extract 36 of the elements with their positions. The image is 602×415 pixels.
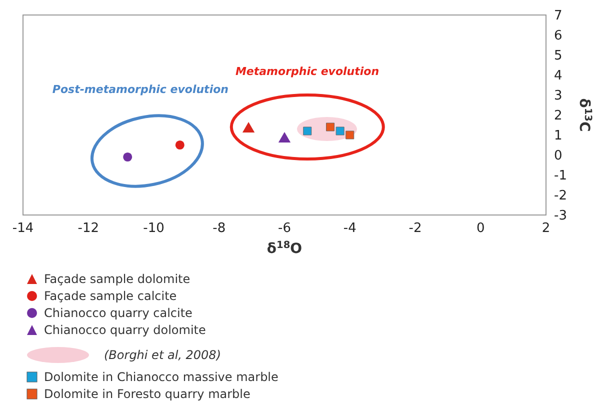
legend-label: Façade sample calcite [43,288,178,304]
point [346,130,354,140]
y-tick-label: 7 [554,8,562,24]
y-tick-label: -1 [554,168,567,184]
point [175,140,184,150]
text: (Borghi et al, 2008) [104,348,221,362]
x-tick-label: -10 [143,221,164,236]
point [303,126,312,136]
x-tick-label: -2 [408,221,422,236]
y-tick-label: -3 [554,208,567,224]
y-tick-label: 5 [554,48,562,64]
y-tick-label: 0 [554,148,562,164]
legend-label: Chianocco quarry calcite [43,304,194,321]
y-tick-label: 4 [554,68,562,84]
x-tick-label: -6 [278,221,291,236]
x-tick-label: 2 [542,221,550,236]
legend-label: Chianocco quarry dolomite [43,322,207,338]
x-tick-label: -4 [343,221,356,236]
point [123,152,132,162]
point [326,122,335,132]
point [336,126,344,136]
y-tick-label: 3 [554,88,562,104]
annotation: Post-metamorphic evolution [52,82,229,96]
x-tick-label: -12 [78,221,99,236]
legend-label: Dolomite in Foresto quarry marble [43,386,252,402]
x-tick-label: -8 [212,221,226,236]
legend-label: Dolomite in Chianocco massive marble [43,368,280,385]
y-tick-label: -2 [554,188,567,204]
y-tick-label: 1 [554,128,562,144]
annotation: Metamorphic evolution [235,64,380,78]
y-tick-label: 6 [554,28,562,44]
x-axis-title: δ$^{18}$O [266,240,302,257]
y-tick-label: 2 [554,108,562,124]
legend-label: Façade sample dolomite [43,270,192,287]
x-tick-label: 0 [476,221,485,236]
x-tick-label: -14 [12,221,34,236]
